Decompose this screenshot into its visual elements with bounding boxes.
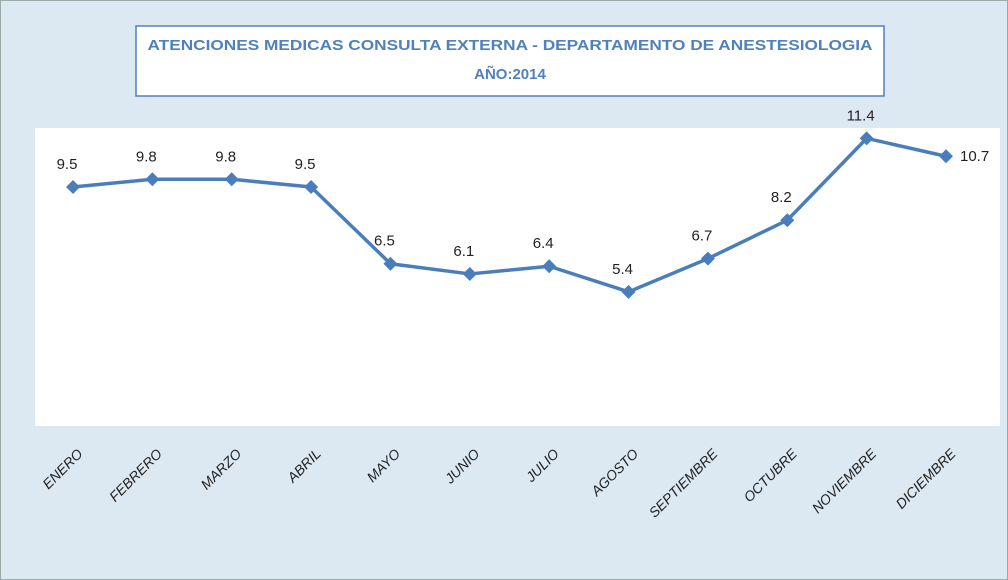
data-label: 9.8: [136, 148, 157, 165]
chart-title: ATENCIONES MEDICAS CONSULTA EXTERNA - DE…: [148, 37, 873, 54]
title-box: [135, 25, 885, 97]
series-line: [72, 136, 947, 294]
marker: [383, 256, 398, 271]
marker: [780, 213, 795, 228]
data-label: 11.4: [847, 107, 875, 124]
data-label: 9.8: [215, 148, 236, 165]
marker: [224, 172, 239, 187]
marker: [621, 284, 636, 299]
marker: [700, 251, 715, 266]
marker: [145, 172, 160, 187]
marker: [542, 259, 557, 274]
data-label: 6.7: [691, 228, 712, 245]
marker: [304, 179, 319, 194]
data-label: 9.5: [57, 156, 78, 173]
data-label: 6.1: [453, 243, 474, 260]
data-label: 6.5: [374, 233, 395, 250]
data-label: 9.5: [295, 156, 316, 173]
data-label: 6.4: [533, 235, 554, 252]
plot-area: [35, 128, 1000, 426]
marker: [462, 266, 477, 281]
marker: [66, 179, 80, 194]
marker: [859, 131, 874, 146]
chart-subtitle: AÑO:2014: [474, 65, 546, 83]
data-label: 8.2: [771, 189, 792, 206]
data-label: 10.7: [960, 148, 989, 165]
data-label: 5.4: [612, 261, 633, 278]
marker: [939, 149, 953, 164]
